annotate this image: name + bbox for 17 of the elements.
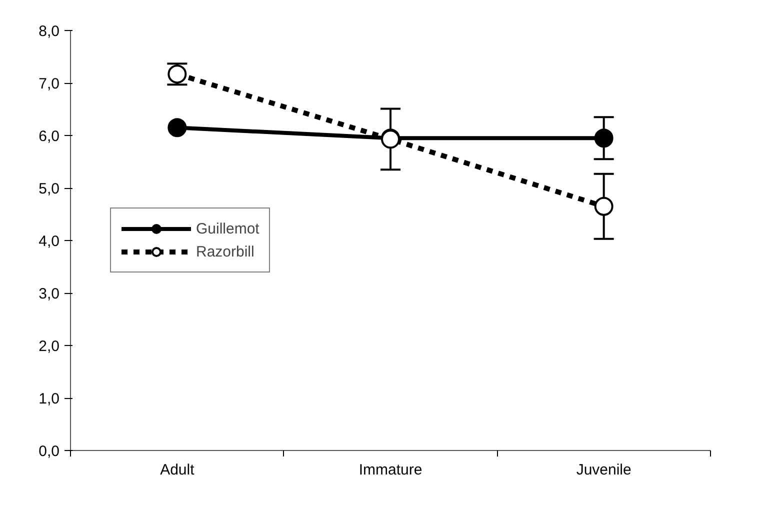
y-tick-label: 8,0	[38, 23, 60, 40]
y-tick-label: 4,0	[38, 233, 60, 250]
point	[168, 118, 187, 138]
y-tick-label: 7,0	[38, 76, 60, 92]
y-tick-label: 5,0	[38, 180, 60, 198]
y-tick-label: 0,0	[38, 443, 60, 460]
point	[594, 128, 614, 148]
x-tick-label: Juvenile	[576, 462, 632, 478]
x-tick-label: Adult	[160, 462, 196, 478]
point	[594, 196, 614, 216]
y-tick-label: 2,0	[38, 338, 60, 355]
y-tick-label: 1,0	[38, 390, 60, 408]
y-tick-label: 3,0	[38, 286, 60, 302]
legend-label: Guillemot	[196, 220, 260, 237]
y-tick-label: 6,0	[38, 128, 60, 145]
legend-label: Razorbill	[196, 243, 254, 260]
x-tick-label: Immature	[358, 462, 422, 478]
